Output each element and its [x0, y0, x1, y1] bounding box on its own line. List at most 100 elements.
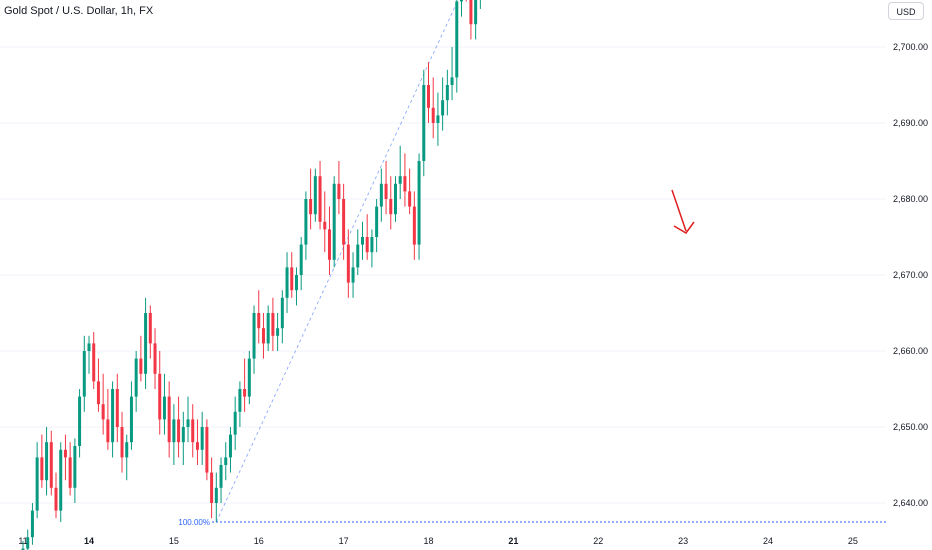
x-tick-label: 11 — [18, 536, 27, 546]
candle — [441, 77, 445, 131]
x-tick-label: 15 — [169, 536, 179, 546]
candle — [158, 351, 162, 435]
candle — [356, 229, 360, 275]
candle — [479, 0, 481, 9]
candles — [21, 0, 481, 550]
candle — [365, 214, 369, 260]
candle — [342, 183, 346, 260]
candle — [96, 358, 100, 412]
candle — [370, 229, 374, 268]
candle — [469, 0, 473, 40]
candle — [459, 0, 463, 17]
candle — [271, 297, 275, 351]
candle — [465, 0, 467, 2]
candle — [474, 0, 478, 40]
candle — [266, 305, 270, 351]
candle — [63, 434, 67, 481]
candle — [167, 381, 171, 458]
candle — [21, 541, 25, 550]
fib-trend-line — [215, 0, 459, 523]
candle — [280, 290, 284, 344]
fib-level-label: 100.00% — [178, 518, 210, 527]
candle — [129, 381, 133, 450]
candle — [54, 472, 58, 519]
candle — [73, 438, 77, 503]
x-tick-label: 14 — [84, 536, 94, 546]
candle — [290, 252, 294, 298]
candle — [304, 191, 308, 260]
candle — [309, 168, 313, 230]
candle — [337, 161, 341, 215]
candle — [35, 442, 39, 519]
candle — [327, 206, 331, 275]
candle — [379, 168, 383, 222]
candle — [177, 396, 181, 458]
candle — [313, 168, 317, 222]
candle — [205, 419, 209, 481]
candle — [389, 176, 393, 230]
candle — [200, 411, 204, 465]
x-tick-label: 21 — [508, 536, 518, 546]
candle — [233, 396, 237, 450]
candle — [408, 168, 412, 215]
candle — [360, 221, 364, 260]
candle — [49, 430, 53, 496]
candle — [195, 419, 199, 465]
candle — [172, 404, 176, 465]
candle — [214, 472, 218, 522]
candle — [59, 442, 63, 522]
candle — [375, 199, 379, 253]
time-axis: 11 14 15 16 17 18 21 22 23 24 25 — [18, 536, 858, 546]
y-tick-label: 2,690.00 — [893, 118, 928, 128]
candle — [393, 176, 397, 222]
y-tick-label: 2,680.00 — [893, 194, 928, 204]
candle — [210, 457, 214, 519]
candle — [45, 427, 49, 496]
candle — [92, 332, 96, 389]
candle — [412, 191, 416, 260]
sell-arrow-shaft — [671, 189, 687, 232]
candle — [450, 47, 454, 101]
candle — [148, 305, 152, 359]
candle — [30, 503, 34, 545]
candle — [219, 457, 223, 503]
candle — [426, 62, 430, 123]
x-tick-label: 18 — [423, 536, 433, 546]
currency-button[interactable]: USD — [888, 2, 924, 20]
candle — [87, 335, 91, 374]
x-tick-label: 24 — [763, 536, 773, 546]
candle — [238, 381, 242, 427]
y-tick-label: 2,700.00 — [893, 42, 928, 52]
y-tick-label: 2,650.00 — [893, 422, 928, 432]
candle — [224, 442, 228, 481]
candle — [120, 411, 124, 473]
y-tick-label: 2,670.00 — [893, 270, 928, 280]
candle — [431, 77, 435, 139]
candle — [346, 229, 350, 298]
candle — [101, 373, 105, 435]
candle — [106, 389, 110, 450]
candle — [153, 328, 157, 389]
candle — [403, 153, 407, 207]
candle — [294, 267, 298, 306]
candle — [332, 176, 336, 268]
candle — [186, 396, 190, 443]
sell-arrow — [671, 189, 695, 234]
x-tick-label: 16 — [254, 536, 264, 546]
candle — [111, 381, 115, 458]
candle — [436, 92, 440, 146]
candle — [68, 442, 72, 496]
candle — [78, 389, 82, 458]
candle — [134, 351, 138, 412]
candle — [422, 69, 426, 177]
candle — [455, 0, 459, 93]
candle — [82, 335, 86, 412]
candle — [243, 358, 247, 412]
sell-arrow-head — [673, 221, 695, 234]
symbol-title: Gold Spot / U.S. Dollar, 1h, FX — [4, 5, 154, 17]
candle — [115, 373, 119, 443]
candle — [139, 335, 143, 382]
candle — [285, 252, 289, 313]
candle — [299, 237, 303, 291]
